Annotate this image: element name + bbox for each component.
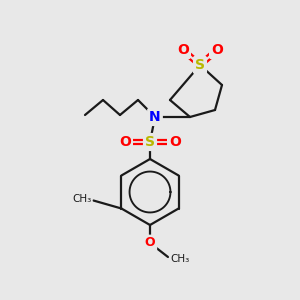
Text: S: S bbox=[195, 58, 205, 72]
Text: O: O bbox=[119, 135, 131, 149]
Text: CH₃: CH₃ bbox=[72, 194, 92, 205]
Text: S: S bbox=[145, 135, 155, 149]
Text: N: N bbox=[149, 110, 161, 124]
Text: O: O bbox=[169, 135, 181, 149]
Text: CH₃: CH₃ bbox=[170, 254, 189, 264]
Text: O: O bbox=[211, 43, 223, 57]
Text: O: O bbox=[177, 43, 189, 57]
Text: O: O bbox=[145, 236, 155, 250]
